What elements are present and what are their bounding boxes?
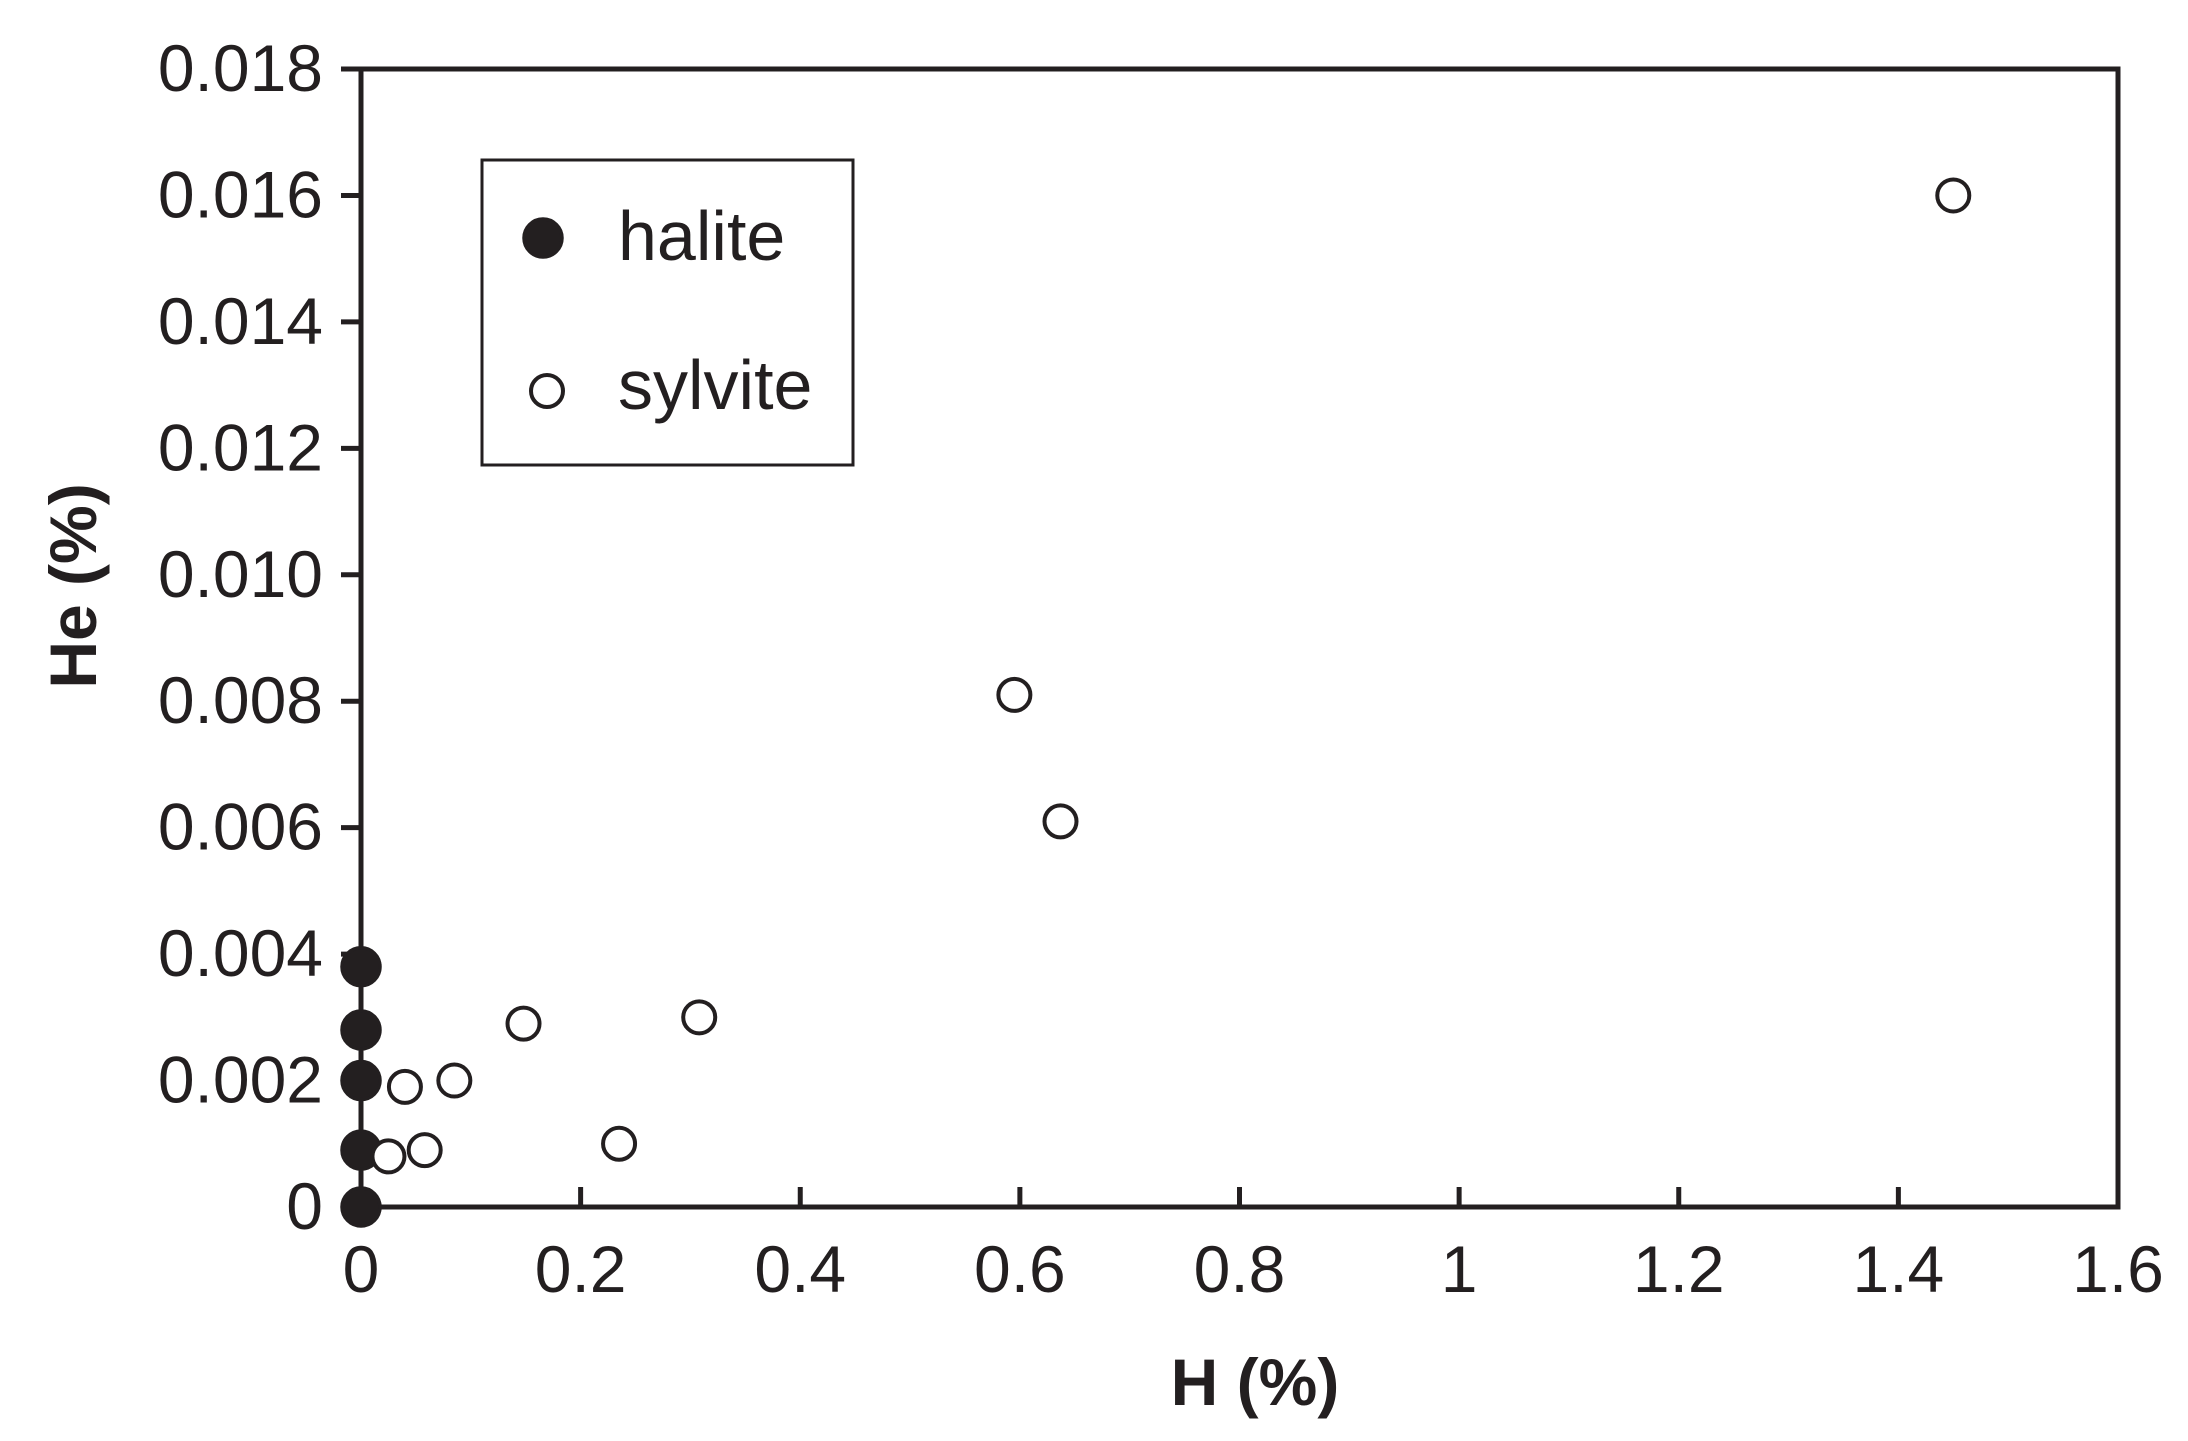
x-tick-label: 0.6 [974,1232,1066,1306]
x-axis-title: H (%) [1171,1345,1340,1419]
data-points [340,177,1972,1228]
y-tick-label: 0.012 [158,410,323,484]
y-axis-title: He (%) [36,483,110,688]
data-point-sylvite [1042,803,1079,840]
x-tick-label: 1.2 [1633,1232,1725,1306]
data-point-sylvite [681,999,718,1036]
legend: halite sylvite [480,158,855,467]
data-point-sylvite [386,1068,423,1105]
legend-label-halite: halite [618,197,785,275]
x-tick-label: 0.2 [535,1232,627,1306]
data-point-sylvite [601,1125,638,1162]
y-tick-label: 0.014 [158,284,323,358]
legend-marker-halite-icon [522,217,564,259]
x-tick-label: 0.4 [754,1232,846,1306]
x-tick-label: 1.4 [1853,1232,1945,1306]
x-tick-label: 1.6 [2072,1232,2164,1306]
y-tick-label: 0.008 [158,663,323,737]
y-tick-label: 0.002 [158,1043,323,1117]
y-tick-label: 0.018 [158,31,323,105]
x-tick-label: 0 [343,1232,380,1306]
y-tick-label: 0.006 [158,790,323,864]
x-tick-label: 1 [1441,1232,1478,1306]
y-tick-label: 0.010 [158,537,323,611]
data-point-sylvite [505,1005,542,1042]
data-point-sylvite [370,1138,407,1175]
x-tick-label: 0.8 [1194,1232,1286,1306]
y-tick-label: 0.016 [158,157,323,231]
data-point-halite [340,1186,382,1228]
data-point-sylvite [436,1062,473,1099]
legend-label-sylvite: sylvite [618,346,812,424]
data-point-sylvite [996,676,1033,713]
legend-marker-sylvite-icon [529,373,565,409]
legend-box [480,158,855,467]
x-axis-ticks: 0 0.2 0.4 0.6 0.8 1 1.2 1.4 1.6 [343,1187,2164,1306]
y-tick-label: 0 [286,1169,323,1243]
data-point-halite [340,1059,382,1102]
data-point-halite [340,946,382,988]
data-point-sylvite [1935,177,1972,214]
data-point-halite [340,1009,382,1051]
data-point-sylvite [406,1132,443,1169]
y-axis-ticks: 0 0.002 0.004 0.006 0.008 0.010 0.012 0.014 0.01… [158,31,361,1243]
y-tick-label: 0.004 [158,916,323,990]
